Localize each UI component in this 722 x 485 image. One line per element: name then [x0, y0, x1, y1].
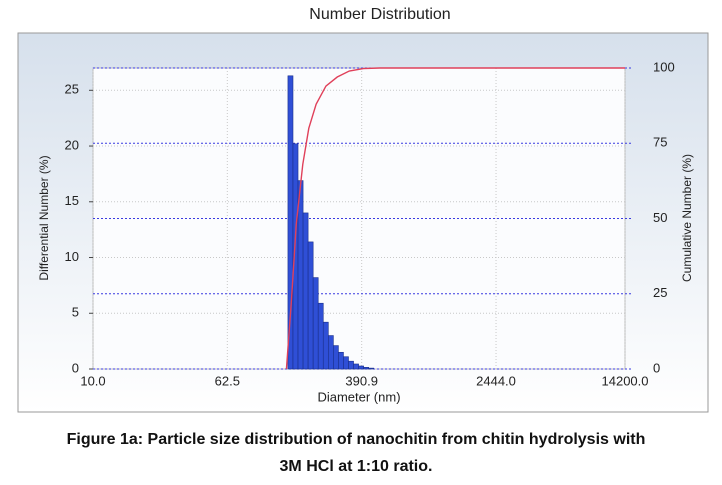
y-tick-label: 25: [65, 82, 79, 97]
y2-tick-label: 50: [653, 210, 667, 225]
x-tick-label: 14200.0: [602, 373, 649, 388]
bar: [338, 351, 344, 370]
y2-tick-label: 25: [653, 285, 667, 300]
caption: Figure 1a: Particle size distribution of…: [67, 431, 646, 448]
bar: [312, 277, 319, 370]
bar: [353, 363, 359, 370]
cumulative-line: [285, 67, 625, 370]
x-tick-label: 2444.0: [476, 373, 516, 388]
bar: [358, 365, 364, 370]
y2-tick-label: 75: [653, 135, 667, 150]
y-tick-label: 0: [72, 360, 79, 375]
bar: [297, 180, 304, 370]
y-tick-label: 15: [65, 193, 79, 208]
y-tick-label: 5: [72, 305, 79, 320]
bar: [348, 360, 354, 370]
bar: [307, 241, 314, 370]
chart-title: Number Distribution: [309, 6, 450, 23]
x-axis-title: Diameter (nm): [317, 389, 400, 404]
bar: [302, 212, 309, 370]
x-tick-label: 390.9: [345, 373, 378, 388]
y-tick-label: 20: [65, 137, 79, 152]
bar: [333, 345, 339, 370]
y2-tick-label: 100: [653, 59, 675, 74]
y-tick-label: 10: [65, 249, 79, 264]
y-axis-title: Differential Number (%): [37, 155, 51, 280]
bar: [322, 321, 329, 370]
bar: [363, 367, 369, 370]
bar: [287, 75, 294, 370]
x-tick-label: 10.0: [80, 373, 105, 388]
y2-axis-title: Cumulative Number (%): [680, 154, 694, 282]
bar: [328, 335, 334, 370]
y2-tick-label: 0: [653, 360, 660, 375]
x-tick-label: 62.5: [215, 373, 240, 388]
bar: [368, 367, 375, 370]
caption: 3M HCl at 1:10 ratio.: [280, 458, 433, 475]
bar: [317, 302, 324, 370]
bar: [343, 356, 349, 370]
